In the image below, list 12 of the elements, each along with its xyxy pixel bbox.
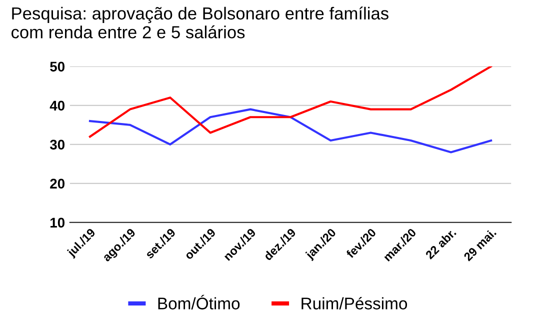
y-tick-label: 40: [50, 100, 65, 111]
chart-title: Pesquisa: aprovação de Bolsonaro entre famílias com renda entre 2 e 5 salários: [12, 6, 388, 38]
line-series: [88, 108, 492, 154]
x-tick-label: 29 mai.: [463, 228, 497, 262]
y-tick-label: 10: [50, 218, 65, 228]
line-series: [88, 66, 492, 138]
y-tick-label: 20: [50, 178, 65, 189]
x-tick-label: 22 abr.: [424, 228, 456, 260]
legend-label: Ruim/Péssimo: [302, 297, 408, 310]
y-tick-label: 30: [50, 140, 65, 150]
y-tick-label: 50: [50, 62, 65, 72]
legend-label: Bom/Ótimo: [158, 294, 240, 310]
